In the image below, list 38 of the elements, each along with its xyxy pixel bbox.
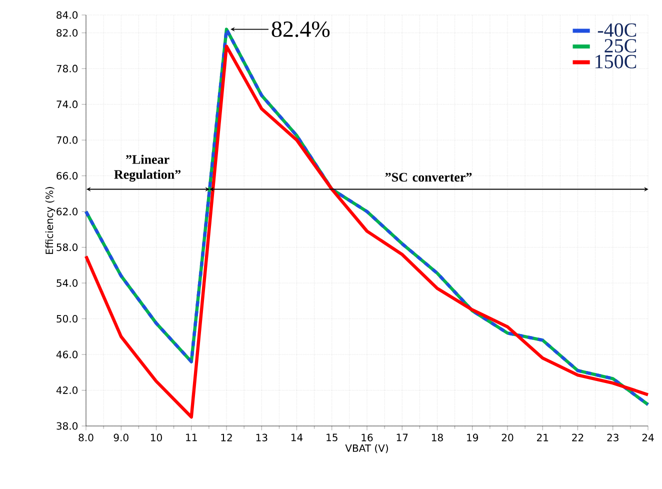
y-tick-label: 38.0	[56, 422, 78, 430]
x-tick-label: 13	[256, 434, 268, 442]
annotation: 82.4%	[272, 21, 330, 38]
x-axis-title: VBAT (V)	[345, 444, 388, 454]
y-tick-label: 78.0	[56, 64, 78, 72]
x-tick-label: 20	[502, 434, 514, 442]
x-tick-label: 21	[537, 434, 548, 442]
y-tick-label: 46.0	[56, 350, 78, 358]
legend-label: 25C	[604, 39, 636, 53]
legend-label: -40C	[598, 23, 636, 37]
x-tick-label: 9.0	[114, 434, 128, 442]
y-tick-label: 82.0	[56, 29, 78, 37]
x-tick-label: 23	[607, 434, 618, 442]
x-tick-label: 12	[221, 434, 232, 442]
y-tick-label: 74.0	[56, 100, 78, 108]
y-axis-title: Efficiency (%)	[45, 187, 56, 254]
x-tick-label: 11	[186, 434, 197, 442]
annotation: ”Linear Regulation”	[114, 154, 181, 182]
annotation: ”SC converter”	[385, 172, 472, 182]
y-tick-label: 70.0	[56, 136, 78, 144]
x-tick-label: 10	[150, 434, 162, 442]
y-tick-label: 58.0	[56, 244, 78, 252]
x-tick-label: 18	[432, 434, 443, 442]
y-tick-label: 54.0	[56, 279, 78, 287]
x-tick-label: 19	[467, 434, 478, 442]
x-tick-label: 15	[326, 434, 338, 442]
x-tick-label: 17	[396, 434, 408, 442]
x-tick-label: 8.0	[78, 434, 94, 442]
x-tick-label: 22	[572, 434, 584, 442]
x-tick-label: 24	[642, 434, 654, 442]
y-tick-label: 66.0	[56, 172, 78, 180]
y-tick-label: 84.0	[56, 11, 78, 19]
legend-label: 150C	[596, 54, 636, 68]
y-tick-label: 50.0	[56, 314, 78, 323]
y-tick-label: 62.0	[56, 208, 78, 216]
y-tick-label: 42.0	[56, 386, 78, 394]
x-tick-label: 14	[291, 434, 303, 442]
x-tick-label: 16	[362, 434, 373, 442]
